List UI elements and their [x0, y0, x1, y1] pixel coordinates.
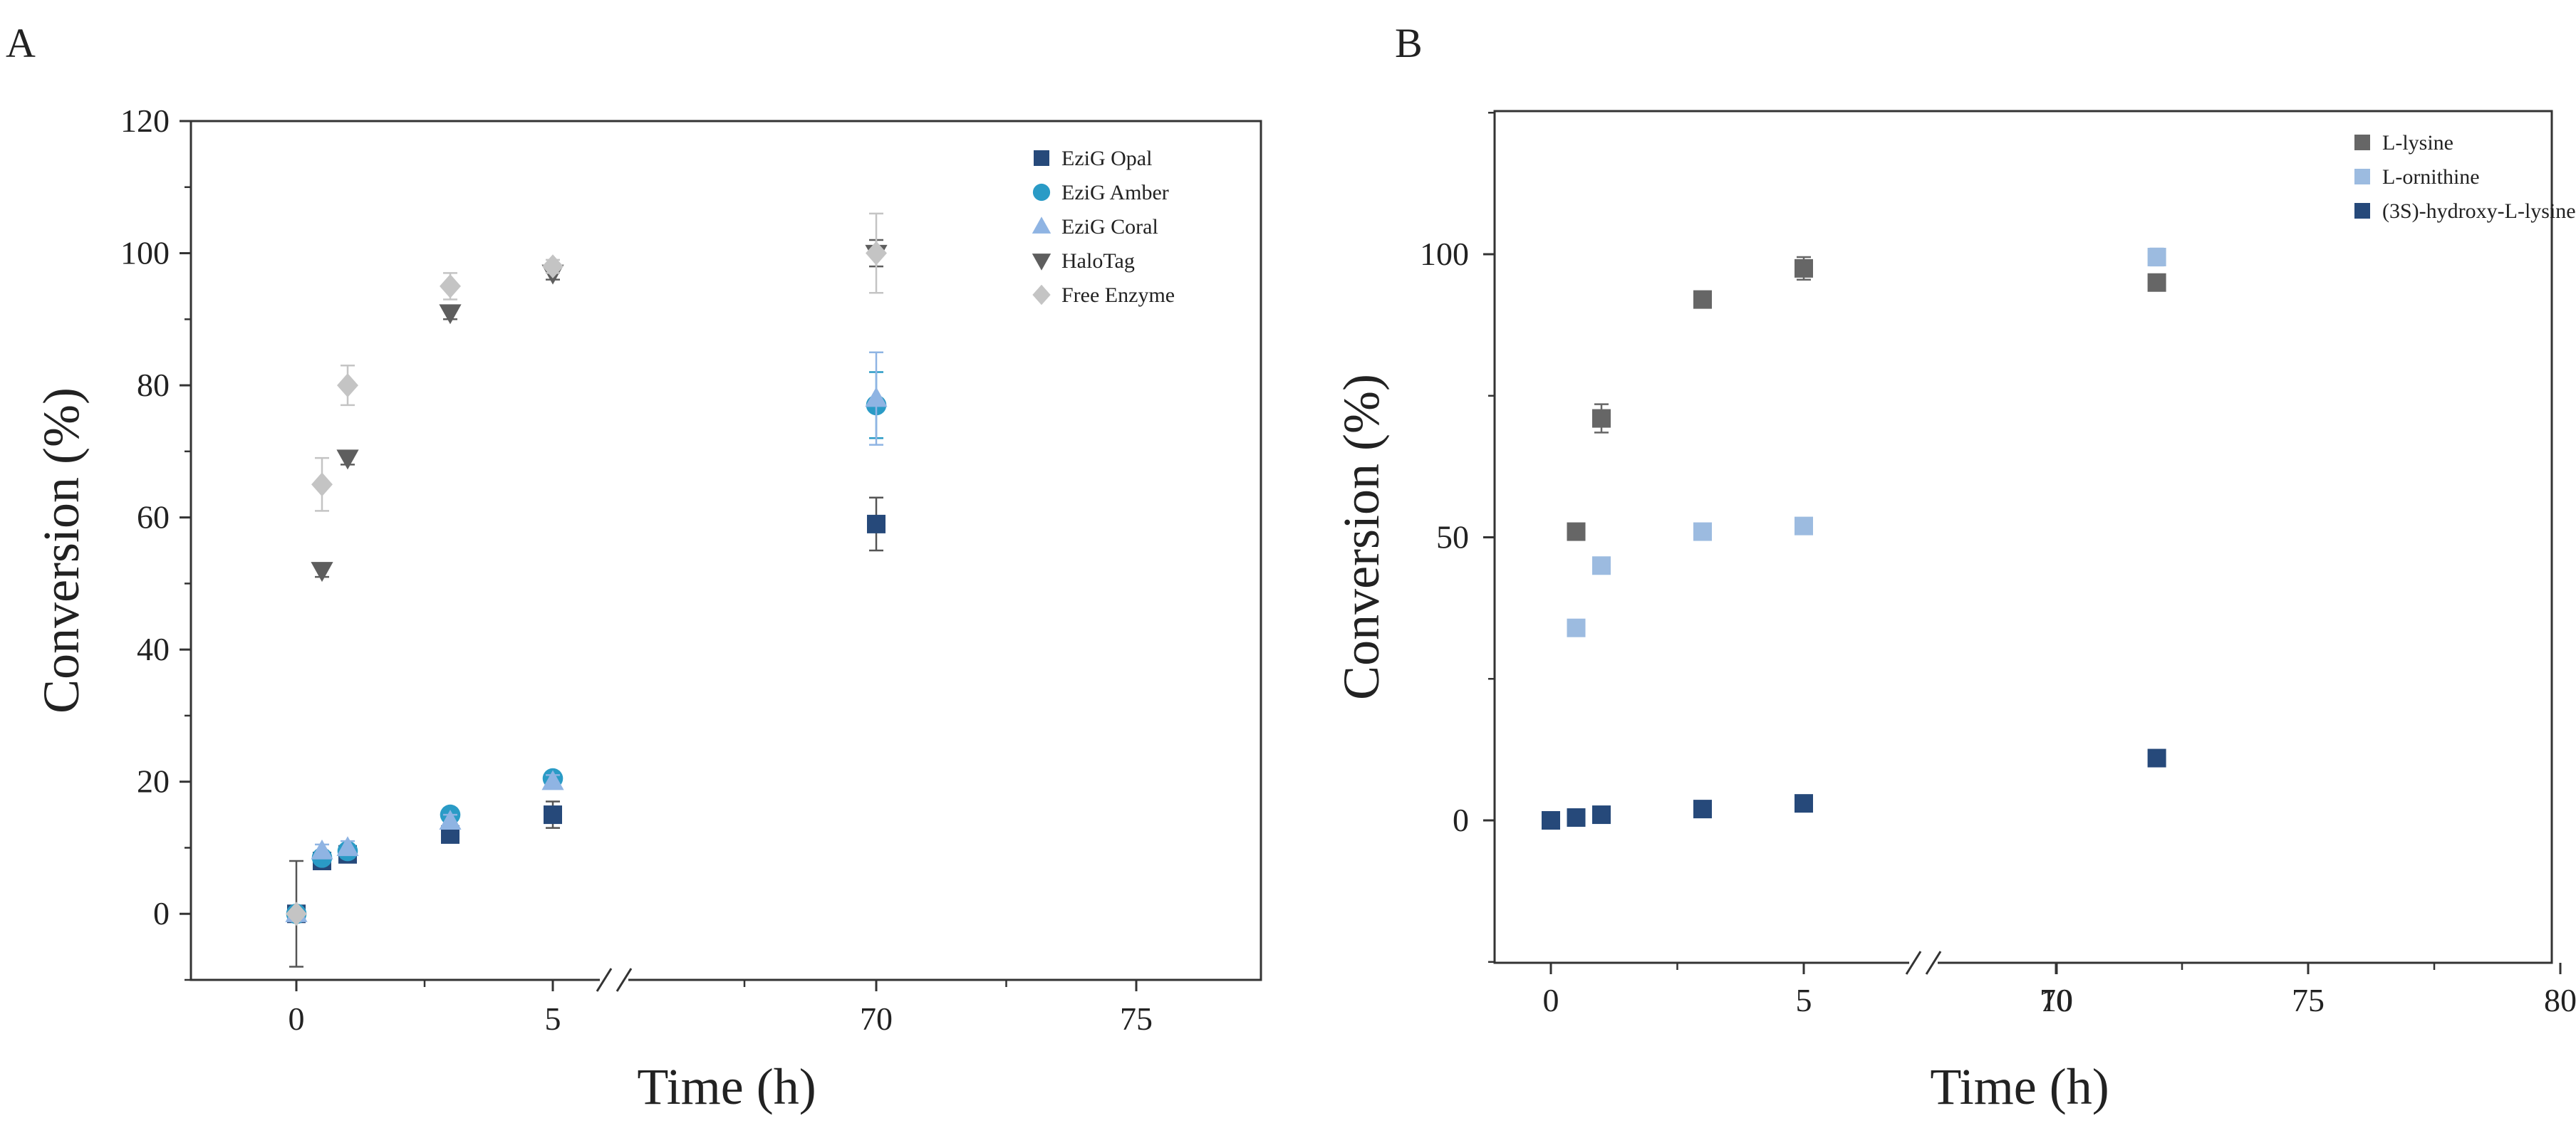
legend-label: L-ornithine — [2382, 165, 2480, 189]
data-point — [1567, 618, 1586, 637]
panel-label-a: A — [6, 20, 36, 66]
data-point — [542, 254, 564, 278]
legend-a: EziG Opal EziG Amber EziG Coral HaloTag Free… — [1032, 147, 1175, 307]
y-tick-label: 60 — [137, 499, 170, 536]
data-point — [865, 387, 888, 407]
x-tick-label: 0 — [289, 1001, 305, 1037]
x-tick-label: 5 — [1796, 982, 1812, 1018]
legend-marker — [2354, 135, 2370, 150]
axis-break-slash — [1905, 951, 1922, 975]
data-point — [336, 836, 359, 857]
data-point — [1567, 522, 1586, 541]
data-point — [440, 274, 461, 298]
y-tick-label: 80 — [137, 367, 170, 403]
panel-a: 0 20 40 60 80 100 120 0 5 70 75 Conversion (%) Ti… — [33, 103, 1262, 1115]
y-axis-a: 0 20 40 60 80 100 120 — [120, 103, 191, 981]
data-point — [311, 839, 333, 860]
data-marks-b — [1542, 247, 2166, 830]
legend-marker — [1032, 254, 1051, 271]
x-axis-a: 0 5 70 75 — [289, 980, 1153, 1037]
data-marks-a — [285, 212, 888, 968]
plot-frame-a — [189, 120, 1262, 981]
data-point — [2147, 247, 2166, 266]
data-point — [2147, 273, 2166, 292]
legend-marker — [1032, 284, 1051, 306]
y-axis-label-a: Conversion (%) — [33, 387, 90, 714]
data-point — [1693, 800, 1712, 819]
y-axis-label-b: Conversion (%) — [1333, 374, 1390, 700]
legend-label: (3S)-hydroxy-L-lysine — [2382, 199, 2576, 223]
y-tick-label: 0 — [153, 895, 170, 931]
panel-label-b: B — [1395, 20, 1423, 66]
x-tick-label: 80 — [2544, 982, 2576, 1018]
data-point — [286, 902, 307, 926]
data-point — [544, 805, 562, 825]
data-point — [311, 472, 333, 497]
data-point — [1592, 805, 1611, 825]
axis-break-slash — [1925, 951, 1942, 975]
y-tick-label: 100 — [1420, 236, 1469, 272]
axis-break-slash — [596, 968, 613, 992]
legend-label: Free Enzyme — [1061, 283, 1175, 307]
data-point — [1542, 811, 1560, 830]
y-tick-label: 0 — [1453, 802, 1469, 838]
legend-label: EziG Opal — [1061, 147, 1152, 170]
x-axis-label-a: Time (h) — [637, 1058, 816, 1115]
y-tick-label: 40 — [137, 631, 170, 667]
axis-break-b — [1905, 951, 1942, 975]
data-point — [311, 562, 333, 583]
data-point — [1795, 259, 1813, 278]
legend-marker — [1034, 150, 1049, 166]
x-axis-label-b: Time (h) — [1930, 1058, 2109, 1115]
plot-frame-b — [1493, 110, 2553, 964]
data-point — [439, 810, 462, 830]
data-point — [336, 449, 359, 470]
data-point — [1592, 556, 1611, 575]
x-tick-label: 75 — [2292, 982, 2325, 1018]
legend-marker — [1032, 216, 1051, 234]
y-tick-label: 20 — [137, 763, 170, 800]
legend-label: EziG Amber — [1061, 181, 1169, 204]
data-point — [439, 304, 462, 325]
data-point — [867, 514, 886, 533]
legend-b: L-lysine L-ornithine (3S)-hydroxy-L-lysine — [2354, 131, 2576, 223]
data-point — [541, 770, 564, 790]
x-tick-label: 0 — [1543, 982, 1559, 1018]
data-point — [337, 373, 358, 397]
data-point — [1693, 522, 1712, 541]
legend-marker — [2354, 203, 2370, 219]
x-axis-b: 05107075808590 — [1543, 963, 2576, 1018]
legend-marker — [2354, 169, 2370, 184]
axis-break-slash — [616, 968, 633, 992]
legend-marker — [1032, 183, 1051, 202]
y-tick-label: 120 — [120, 103, 170, 139]
data-point — [1795, 516, 1813, 536]
data-point — [1592, 409, 1611, 428]
legend-label: L-lysine — [2382, 131, 2453, 155]
data-point — [1795, 794, 1813, 813]
y-tick-label: 100 — [120, 235, 170, 271]
x-tick-label: 70 — [860, 1001, 893, 1037]
axis-break-a — [596, 968, 633, 992]
data-point — [2147, 748, 2166, 768]
x-tick-label: 5 — [545, 1001, 561, 1037]
data-point — [866, 241, 887, 266]
legend-label: EziG Coral — [1061, 215, 1158, 239]
x-tick-label: 70 — [2040, 982, 2072, 1018]
x-tick-label: 10 — [2040, 982, 2073, 1018]
y-tick-label: 50 — [1436, 519, 1469, 555]
data-point — [1567, 808, 1586, 827]
data-point — [1693, 290, 1712, 309]
x-tick-label: 75 — [1120, 1001, 1153, 1037]
legend-label: HaloTag — [1061, 249, 1135, 273]
y-axis-b: 0 50 100 — [1420, 112, 1495, 963]
